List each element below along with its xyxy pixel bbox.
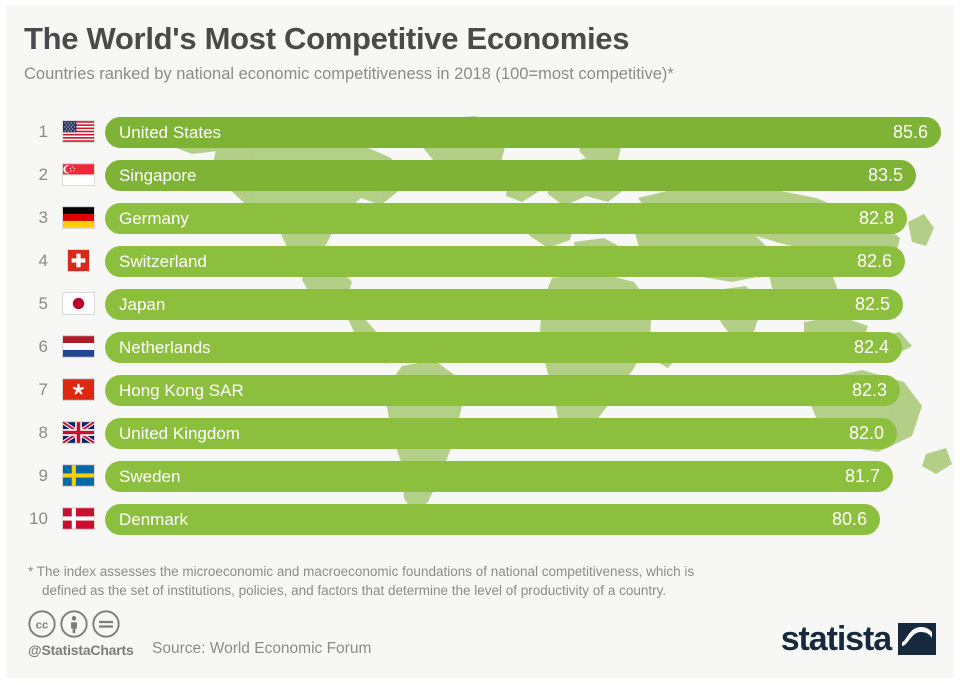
table-row[interactable]: 5 Japan 82.5 (6, 288, 954, 331)
country-label: Sweden (119, 467, 181, 486)
bar-value: 80.6 (831, 509, 867, 529)
table-row[interactable]: 3 Germany 82.8 (6, 202, 954, 245)
page-title: The World's Most Competitive Economies (24, 21, 630, 56)
flag-icon-de (62, 206, 95, 229)
rank-number: 8 (38, 423, 48, 442)
table-row[interactable]: 7 Hong Kong SAR (6, 374, 954, 417)
country-label: Denmark (119, 510, 188, 529)
table-row[interactable]: 2 Singapore 83.5 (6, 159, 954, 202)
bar-value: 81.7 (844, 466, 880, 486)
bar[interactable]: Netherlands 82.4 (105, 332, 902, 363)
flag-icon-se (62, 464, 95, 487)
creative-commons-license[interactable]: cc (28, 610, 120, 638)
statista-wordmark: statista (780, 620, 892, 658)
bar[interactable]: United States 85.6 (105, 117, 941, 148)
country-label: Japan (119, 295, 166, 314)
bar-chart: 1 (6, 116, 954, 546)
attribution-icon[interactable] (60, 610, 88, 638)
rank-number: 10 (29, 509, 48, 528)
rank-number: 5 (38, 294, 48, 313)
statista-handle: @StatistaCharts (28, 642, 134, 658)
country-label: Singapore (119, 166, 197, 185)
table-row[interactable]: 8 United Kingdom 82.0 (6, 417, 954, 460)
bar[interactable]: Singapore 83.5 (105, 160, 916, 191)
footnote: * The index assesses the microeconomic a… (28, 562, 928, 600)
footer: cc @StatistaCharts Source: World Economi… (28, 602, 936, 666)
bar-value: 82.8 (858, 208, 894, 228)
table-row[interactable]: 1 (6, 116, 954, 159)
bar[interactable]: Switzerland 82.6 (105, 246, 905, 277)
source-label: Source: World Economic Forum (152, 640, 372, 657)
table-row[interactable]: 10 Denmark 80.6 (6, 503, 954, 546)
rank-number: 2 (38, 165, 48, 184)
statista-logo[interactable]: statista (781, 622, 936, 656)
rank-number: 6 (38, 337, 48, 356)
country-label: United States (119, 123, 222, 142)
footnote-line-1: * The index assesses the microeconomic a… (28, 564, 695, 579)
table-row[interactable]: 6 Netherlands 82.4 (6, 331, 954, 374)
page-subtitle: Countries ranked by national economic co… (24, 65, 674, 84)
country-label: United Kingdom (119, 424, 240, 443)
footnote-line-2: defined as the set of institutions, poli… (42, 583, 667, 599)
svg-text:cc: cc (36, 619, 49, 631)
flag-icon-gb (62, 421, 95, 444)
flag-icon-ch (67, 249, 90, 272)
flag-icon-nl (62, 335, 95, 358)
bar-value: 82.5 (854, 294, 890, 314)
country-label: Germany (119, 209, 189, 228)
bar[interactable]: Denmark 80.6 (105, 504, 880, 535)
bar-value: 82.6 (856, 251, 892, 271)
creative-commons-icon[interactable]: cc (28, 610, 56, 638)
bar[interactable]: United Kingdom 82.0 (105, 418, 897, 449)
rank-number: 7 (38, 380, 48, 399)
bar-value: 85.6 (892, 122, 928, 142)
flag-icon-hk (62, 378, 95, 401)
table-row[interactable]: 4 Switzerland 82.6 (6, 245, 954, 288)
country-label: Hong Kong SAR (119, 381, 244, 400)
bar-value: 83.5 (867, 165, 903, 185)
flag-icon-jp (62, 292, 95, 315)
flag-icon-sg (62, 163, 95, 186)
bar[interactable]: Sweden 81.7 (105, 461, 893, 492)
rank-number: 4 (38, 251, 48, 270)
bar[interactable]: Hong Kong SAR 82.3 (105, 375, 900, 406)
bar-value: 82.4 (853, 337, 889, 357)
rank-number: 9 (38, 466, 48, 485)
table-row[interactable]: 9 Sweden 81.7 (6, 460, 954, 503)
rank-number: 1 (38, 122, 48, 141)
bar-value: 82.0 (848, 423, 884, 443)
rank-number: 3 (38, 208, 48, 227)
bar[interactable]: Germany 82.8 (105, 203, 907, 234)
flag-icon-dk (62, 507, 95, 530)
bar-value: 82.3 (851, 380, 887, 400)
no-derivatives-icon[interactable] (92, 610, 120, 638)
statista-mark-icon (898, 623, 936, 655)
bar[interactable]: Japan 82.5 (105, 289, 903, 320)
country-label: Switzerland (119, 252, 207, 271)
header: The World's Most Competitive Economies C… (24, 21, 936, 85)
country-label: Netherlands (119, 338, 211, 357)
flag-icon-us (62, 120, 95, 143)
